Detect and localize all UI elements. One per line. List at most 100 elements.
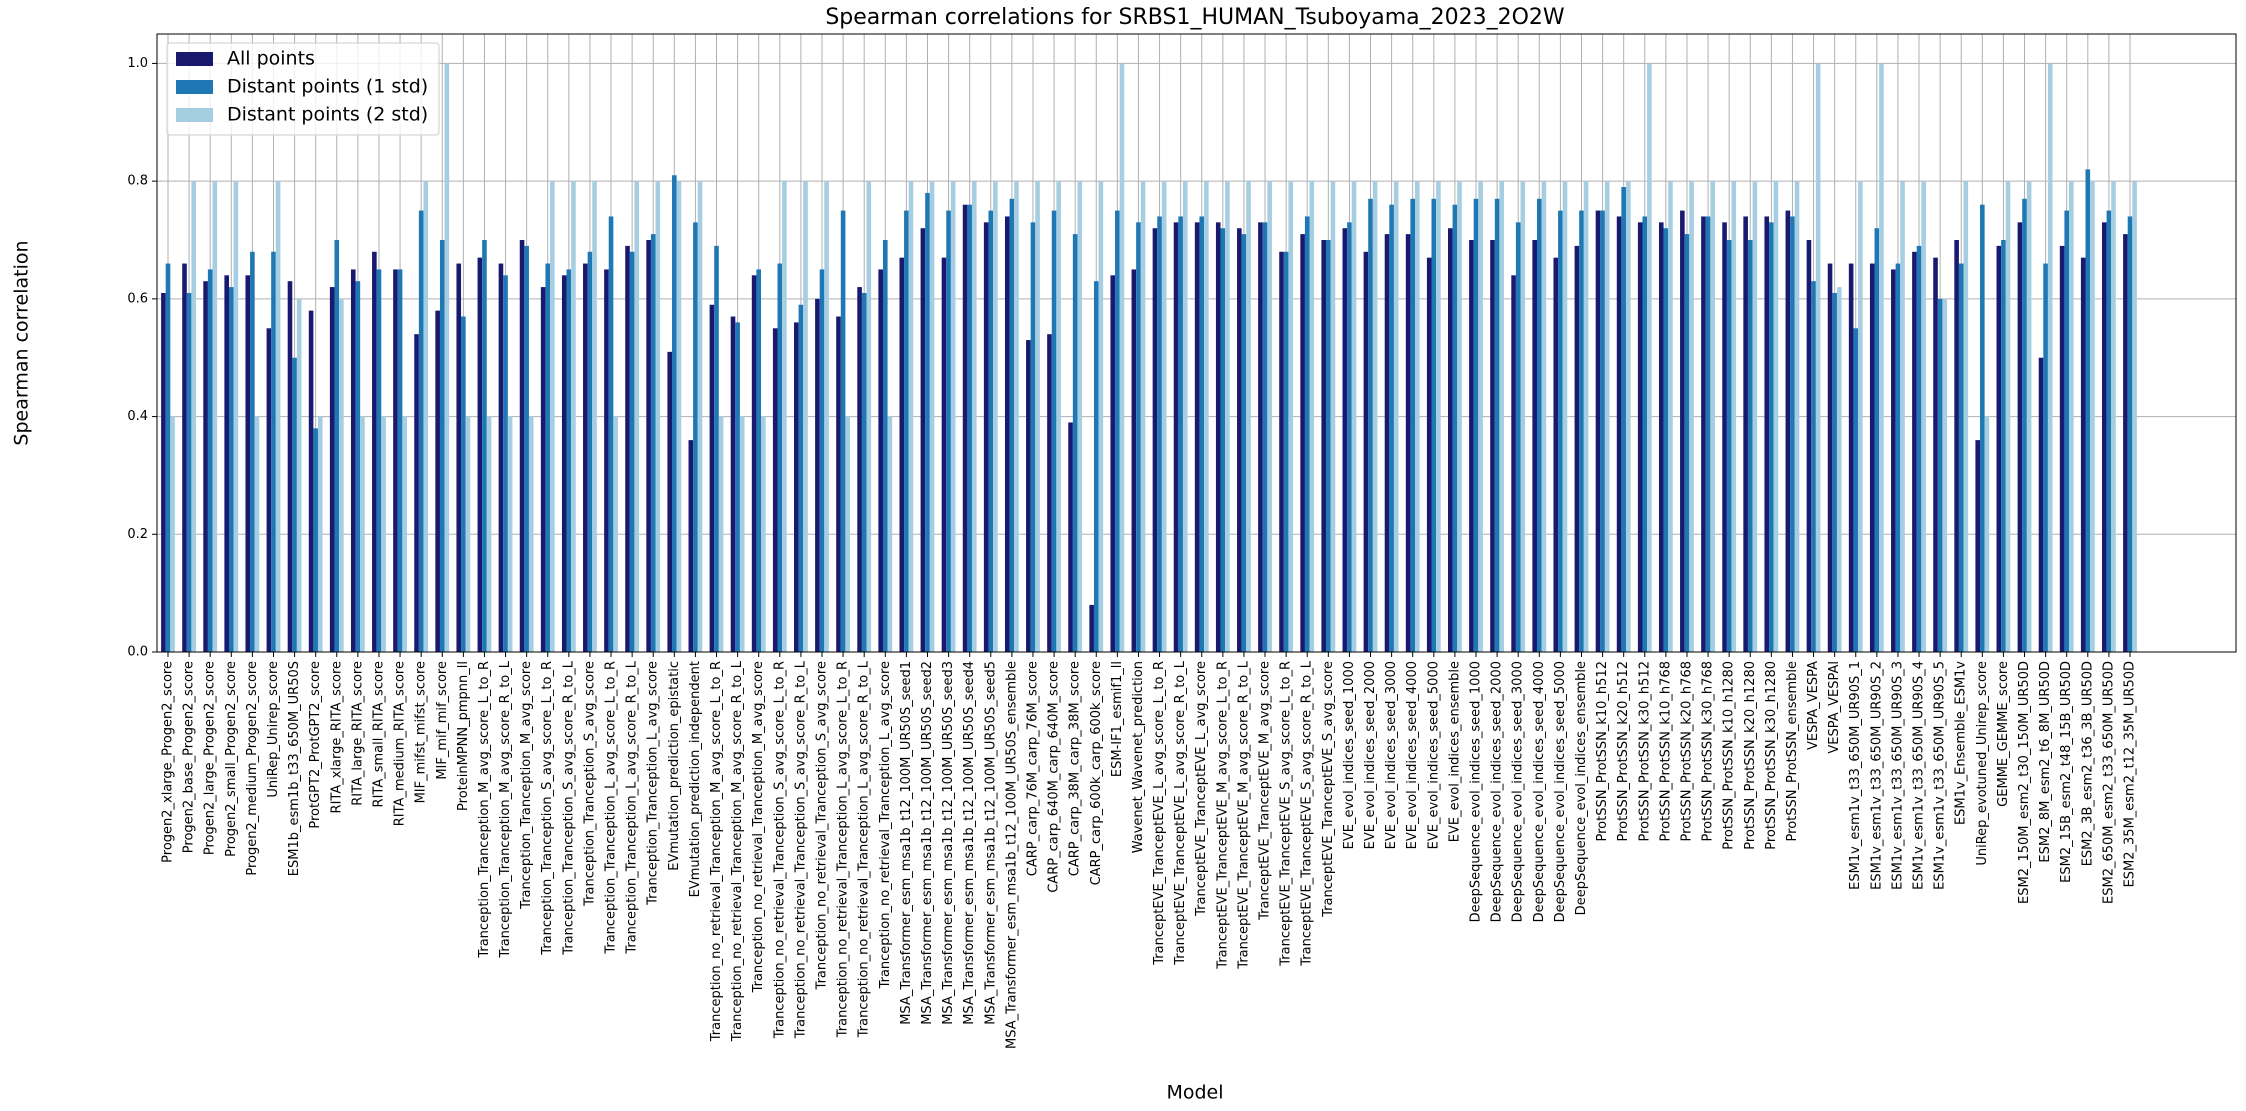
bar bbox=[2017, 222, 2023, 653]
bar bbox=[815, 298, 820, 652]
bar bbox=[1410, 198, 1416, 653]
bar bbox=[1051, 210, 1057, 653]
bar bbox=[1225, 181, 1230, 652]
bar bbox=[1785, 210, 1791, 653]
bar bbox=[583, 263, 588, 652]
bar bbox=[2069, 181, 2074, 652]
bar bbox=[498, 263, 504, 652]
x-tick-label: ProtSSN_ProtSSN_k20_h768 bbox=[1679, 661, 1694, 842]
x-tick-label: Tranception_no_retrieval_Tranception_M_a… bbox=[709, 661, 724, 1042]
bar bbox=[182, 263, 187, 652]
x-tick-label: ESM1v_Ensemble_ESM1v bbox=[1954, 661, 1969, 825]
bar bbox=[1077, 181, 1083, 652]
x-tick-label: Tranception_Tranception_L_avg_score bbox=[646, 661, 661, 906]
x-tick-label: TranceptEVE_TranceptEVE_L_avg_score_R_to… bbox=[1173, 660, 1188, 965]
bar bbox=[2022, 198, 2027, 653]
bar bbox=[1115, 210, 1120, 653]
x-tick-label: ProtSSN_ProtSSN_k30_h1280 bbox=[1764, 661, 1779, 850]
y-tick-label: 0.6 bbox=[127, 291, 148, 306]
bar bbox=[634, 181, 640, 652]
bar bbox=[287, 281, 293, 652]
bar bbox=[1415, 181, 1420, 652]
bar bbox=[376, 269, 382, 652]
bar bbox=[1874, 228, 1880, 652]
x-tick-label: VESPA_VESPA bbox=[1806, 661, 1821, 750]
bar bbox=[2132, 181, 2137, 652]
bar bbox=[1431, 198, 1437, 653]
bar bbox=[571, 181, 576, 652]
x-axis-label: Model bbox=[1166, 1082, 1223, 1104]
x-tick-label: DeepSequence_evol_indices_seed_3000 bbox=[1511, 661, 1526, 922]
bar bbox=[819, 269, 825, 652]
bar bbox=[1773, 181, 1779, 652]
bar bbox=[275, 181, 281, 652]
x-tick-label: Tranception_Tranception_M_avg_score_L_to… bbox=[477, 661, 492, 959]
bar bbox=[1616, 216, 1622, 652]
bar bbox=[1836, 287, 1842, 652]
x-tick-label: Tranception_no_retrieval_Tranception_M_a… bbox=[751, 661, 766, 993]
bar bbox=[604, 269, 609, 652]
bar bbox=[1980, 204, 1985, 652]
bar bbox=[482, 240, 487, 652]
bar bbox=[423, 181, 429, 652]
x-tick-label: Progen2_base_Progen2_score bbox=[182, 661, 197, 853]
bar bbox=[1963, 181, 1969, 652]
x-tick-label: Tranception_no_retrieval_Tranception_L_a… bbox=[836, 661, 851, 1038]
bar bbox=[1558, 210, 1563, 653]
x-tick-label: ESM2_150M_esm2_t30_150M_UR50D bbox=[2017, 661, 2032, 904]
plot-frame bbox=[156, 33, 2237, 653]
bar bbox=[761, 416, 766, 652]
bar bbox=[1014, 181, 1019, 652]
bar bbox=[439, 240, 445, 652]
bar bbox=[191, 181, 196, 652]
bar bbox=[1900, 181, 1905, 652]
bar bbox=[228, 287, 234, 652]
x-tick-label: EVmutation_prediction_independent bbox=[688, 661, 703, 897]
x-tick-label: MSA_Transformer_esm_msa1b_t12_100M_UR50S… bbox=[962, 661, 977, 1025]
bar bbox=[350, 269, 356, 652]
bar bbox=[1026, 340, 1031, 652]
x-tick-label: Tranception_no_retrieval_Tranception_M_a… bbox=[730, 660, 745, 1042]
bar bbox=[329, 287, 335, 652]
bar bbox=[794, 322, 799, 652]
bar bbox=[2026, 181, 2032, 652]
bar bbox=[836, 316, 841, 652]
bar bbox=[1794, 181, 1800, 652]
bar bbox=[1668, 181, 1673, 652]
bar bbox=[519, 240, 525, 652]
x-tick-label: UniRep_Unirep_score bbox=[266, 661, 281, 798]
bar bbox=[1541, 181, 1547, 652]
bar bbox=[693, 222, 698, 653]
x-tick-label: Wavenet_Wavenet_prediction bbox=[1131, 661, 1146, 853]
bar bbox=[1958, 263, 1964, 652]
bar bbox=[1658, 222, 1664, 653]
x-tick-label: TranceptEVE_TranceptEVE_L_avg_score_L_to… bbox=[1152, 661, 1167, 966]
x-tick-label: Tranception_Tranception_S_avg_score_R_to… bbox=[561, 660, 576, 955]
bar bbox=[1237, 228, 1242, 652]
bar bbox=[1309, 181, 1315, 652]
bar bbox=[962, 204, 968, 652]
bar bbox=[507, 416, 513, 652]
legend-label: Distant points (2 std) bbox=[227, 104, 428, 126]
bar bbox=[2090, 181, 2095, 652]
x-tick-label: DeepSequence_evol_indices_ensemble bbox=[1574, 661, 1589, 915]
bar bbox=[1182, 181, 1188, 652]
x-tick-label: DeepSequence_evol_indices_seed_2000 bbox=[1490, 661, 1505, 922]
x-tick-label: Tranception_Tranception_S_avg_score bbox=[582, 661, 597, 907]
y-tick-label: 0.0 bbox=[127, 645, 148, 660]
x-tick-label: MSA_Transformer_esm_msa1b_t12_100M_UR50S… bbox=[920, 661, 935, 1025]
bar bbox=[561, 275, 567, 652]
bar bbox=[1731, 181, 1737, 652]
bar bbox=[1056, 181, 1061, 652]
bar bbox=[751, 275, 757, 652]
bar bbox=[1764, 216, 1770, 652]
bar bbox=[1891, 269, 1896, 652]
x-tick-label: Progen2_medium_Progen2_score bbox=[245, 661, 260, 876]
bar bbox=[360, 416, 365, 652]
x-tick-label: ProtGPT2_ProtGPT2_score bbox=[308, 661, 323, 829]
legend-swatch bbox=[176, 52, 213, 66]
bar bbox=[1689, 181, 1694, 652]
bar bbox=[1942, 298, 1948, 652]
bar bbox=[418, 210, 424, 653]
